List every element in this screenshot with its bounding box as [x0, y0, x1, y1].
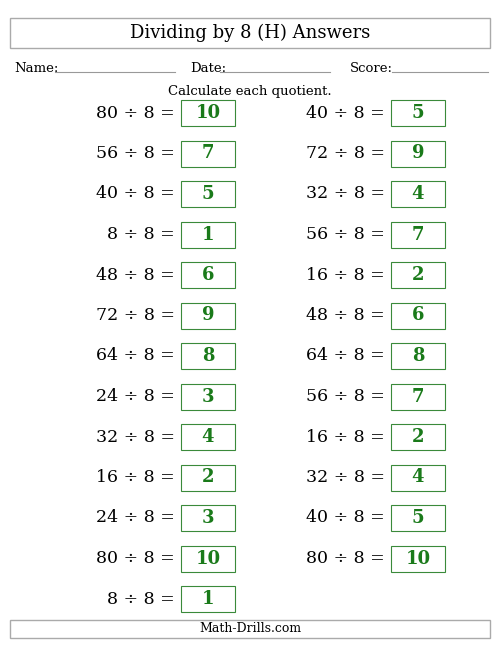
Text: 56 ÷ 8 =: 56 ÷ 8 = [306, 226, 385, 243]
Text: 4: 4 [412, 185, 424, 203]
Text: 6: 6 [412, 307, 424, 325]
FancyBboxPatch shape [181, 181, 235, 207]
FancyBboxPatch shape [181, 545, 235, 571]
Text: 64 ÷ 8 =: 64 ÷ 8 = [96, 347, 175, 364]
Text: 16 ÷ 8 =: 16 ÷ 8 = [96, 469, 175, 486]
FancyBboxPatch shape [181, 140, 235, 166]
FancyBboxPatch shape [391, 262, 445, 288]
Text: 8: 8 [202, 347, 214, 365]
Text: 40 ÷ 8 =: 40 ÷ 8 = [306, 105, 385, 122]
FancyBboxPatch shape [391, 140, 445, 166]
Text: 80 ÷ 8 =: 80 ÷ 8 = [96, 550, 175, 567]
Text: 64 ÷ 8 =: 64 ÷ 8 = [306, 347, 385, 364]
FancyBboxPatch shape [181, 465, 235, 490]
Text: 4: 4 [412, 468, 424, 487]
FancyBboxPatch shape [391, 545, 445, 571]
Text: 7: 7 [202, 144, 214, 162]
FancyBboxPatch shape [391, 384, 445, 410]
Text: 72 ÷ 8 =: 72 ÷ 8 = [96, 307, 175, 324]
Text: 10: 10 [196, 549, 220, 567]
FancyBboxPatch shape [391, 100, 445, 126]
Text: 24 ÷ 8 =: 24 ÷ 8 = [96, 388, 175, 405]
Text: 5: 5 [202, 185, 214, 203]
Text: 32 ÷ 8 =: 32 ÷ 8 = [306, 469, 385, 486]
FancyBboxPatch shape [181, 505, 235, 531]
Text: 16 ÷ 8 =: 16 ÷ 8 = [306, 428, 385, 446]
Text: 24 ÷ 8 =: 24 ÷ 8 = [96, 509, 175, 527]
Text: 16 ÷ 8 =: 16 ÷ 8 = [306, 267, 385, 283]
FancyBboxPatch shape [181, 424, 235, 450]
Text: 80 ÷ 8 =: 80 ÷ 8 = [306, 550, 385, 567]
FancyBboxPatch shape [391, 343, 445, 369]
FancyBboxPatch shape [391, 181, 445, 207]
Text: 4: 4 [202, 428, 214, 446]
Text: 48 ÷ 8 =: 48 ÷ 8 = [96, 267, 175, 283]
FancyBboxPatch shape [10, 18, 490, 48]
FancyBboxPatch shape [10, 620, 490, 638]
Text: 5: 5 [412, 509, 424, 527]
Text: 9: 9 [412, 144, 424, 162]
Text: 10: 10 [406, 549, 430, 567]
FancyBboxPatch shape [181, 586, 235, 612]
Text: 8 ÷ 8 =: 8 ÷ 8 = [107, 591, 175, 608]
Text: 72 ÷ 8 =: 72 ÷ 8 = [306, 145, 385, 162]
FancyBboxPatch shape [181, 303, 235, 329]
FancyBboxPatch shape [391, 465, 445, 490]
FancyBboxPatch shape [181, 262, 235, 288]
Text: 7: 7 [412, 388, 424, 406]
Text: 32 ÷ 8 =: 32 ÷ 8 = [96, 428, 175, 446]
Text: Date:: Date: [190, 62, 226, 75]
Text: 8: 8 [412, 347, 424, 365]
Text: 1: 1 [202, 226, 214, 243]
Text: 1: 1 [202, 590, 214, 608]
Text: Math-Drills.com: Math-Drills.com [199, 622, 301, 635]
Text: 2: 2 [412, 428, 424, 446]
Text: 48 ÷ 8 =: 48 ÷ 8 = [306, 307, 385, 324]
FancyBboxPatch shape [391, 221, 445, 248]
Text: 32 ÷ 8 =: 32 ÷ 8 = [306, 186, 385, 203]
Text: Calculate each quotient.: Calculate each quotient. [168, 85, 332, 98]
Text: 2: 2 [202, 468, 214, 487]
Text: 6: 6 [202, 266, 214, 284]
FancyBboxPatch shape [181, 384, 235, 410]
FancyBboxPatch shape [391, 505, 445, 531]
FancyBboxPatch shape [181, 100, 235, 126]
Text: 40 ÷ 8 =: 40 ÷ 8 = [96, 186, 175, 203]
FancyBboxPatch shape [391, 303, 445, 329]
FancyBboxPatch shape [181, 343, 235, 369]
Text: 56 ÷ 8 =: 56 ÷ 8 = [96, 145, 175, 162]
Text: 2: 2 [412, 266, 424, 284]
Text: 7: 7 [412, 226, 424, 243]
Text: 40 ÷ 8 =: 40 ÷ 8 = [306, 509, 385, 527]
Text: 5: 5 [412, 104, 424, 122]
Text: 9: 9 [202, 307, 214, 325]
FancyBboxPatch shape [181, 221, 235, 248]
FancyBboxPatch shape [391, 424, 445, 450]
Text: 80 ÷ 8 =: 80 ÷ 8 = [96, 105, 175, 122]
Text: 3: 3 [202, 509, 214, 527]
Text: 56 ÷ 8 =: 56 ÷ 8 = [306, 388, 385, 405]
Text: 10: 10 [196, 104, 220, 122]
Text: Name:: Name: [14, 62, 59, 75]
Text: Score:: Score: [350, 62, 393, 75]
Text: 3: 3 [202, 388, 214, 406]
Text: 8 ÷ 8 =: 8 ÷ 8 = [107, 226, 175, 243]
Text: Dividing by 8 (H) Answers: Dividing by 8 (H) Answers [130, 24, 370, 42]
